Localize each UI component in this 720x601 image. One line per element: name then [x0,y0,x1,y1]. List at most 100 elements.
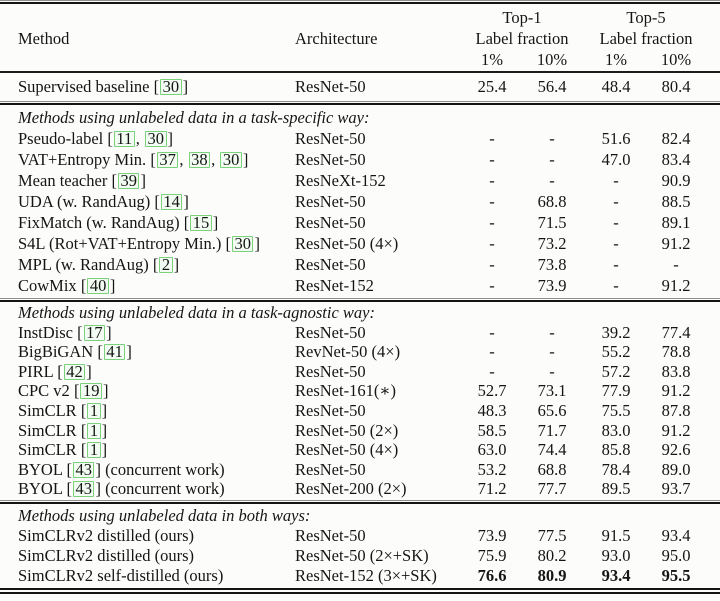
metric-value: - [549,361,555,381]
metric-value: - [549,129,555,148]
table-row: InstDisc [17] ResNet-50 - - 39.2 77.4 [0,323,720,343]
architecture-cell: ResNet-50 [295,525,366,545]
metric-value: 93.0 [601,545,631,565]
citation-link[interactable]: 39 [117,172,140,189]
citation-link[interactable]: 40 [87,277,109,294]
metric-value: - [613,276,619,295]
citation-link[interactable]: 38 [188,151,211,168]
metric-value: 73.2 [537,234,567,253]
table-header: Method Architecture Top-1 Label fraction… [0,4,720,71]
citation-link[interactable]: 30 [231,235,254,252]
method-cell: SimCLR [1] [18,420,108,440]
metric-value: 73.9 [477,525,507,545]
metric-value: - [613,234,619,253]
table-row: BYOL [43] (concurrent work) ResNet-200 (2… [0,479,720,499]
metric-value: 95.0 [661,545,691,565]
architecture-cell: ResNet-50 [295,77,366,96]
metric-value: 78.8 [661,342,691,362]
method-cell: S4L (Rot+VAT+Entropy Min.) [30] [18,234,260,253]
metric-value: 89.0 [661,459,691,479]
architecture-cell: ResNet-200 (2×) [295,479,407,499]
metric-value: 68.8 [537,459,567,479]
metric-value: 73.1 [537,381,567,401]
table-row: SimCLR [1] ResNet-50 (2×) 58.5 71.7 83.0 91.2 [0,421,720,441]
citation-link[interactable]: 37 [156,151,179,168]
table-row: BigBiGAN [41] RevNet-50 (4×) - - 55.2 78.8 [0,342,720,362]
metric-value: - [613,213,619,232]
architecture-cell: ResNet-50 [295,400,366,420]
metric-value: 57.2 [601,361,631,381]
metric-value: 58.5 [477,420,507,440]
metric-value: 89.1 [661,213,691,232]
section-task-agnostic: Methods using unlabeled data in a task-a… [0,302,720,500]
architecture-cell: ResNet-50 (4×) [295,234,399,253]
citation-link[interactable]: 43 [72,481,95,498]
metric-value: - [489,322,495,342]
metric-value: 82.4 [661,129,691,148]
metric-value: - [489,150,495,169]
metric-value: 85.8 [601,440,631,460]
method-cell: PIRL [42] [18,361,92,381]
citation-link[interactable]: 15 [190,214,212,231]
section-heading: Methods using unlabeled data in both way… [18,505,311,525]
table-row: UDA (w. RandAug) [14] ResNet-50 - 68.8 - 88.5 [0,191,720,212]
table-row: FixMatch (w. RandAug) [15] ResNet-50 - 71.5… [0,212,720,233]
architecture-cell: ResNeXt-152 [295,171,386,190]
metric-value: 71.2 [477,479,507,499]
metric-value: 78.4 [601,459,631,479]
metric-value: 80.2 [537,545,567,565]
metric-value: 77.7 [537,479,567,499]
table-row: VAT+Entropy Min. [37, 38, 30] ResNet-50 - -… [0,149,720,170]
metric-value: 90.9 [661,171,691,190]
method-cell: SimCLRv2 self-distilled (ours) [18,565,224,585]
metric-value: 73.8 [537,255,567,274]
architecture-cell: ResNet-50 [295,322,366,342]
citation-link[interactable]: 30 [160,78,182,95]
section-heading: Methods using unlabeled data in a task-a… [18,303,375,322]
architecture-cell: ResNet-50 [295,459,366,479]
citation-link[interactable]: 30 [220,151,242,168]
metric-value: 75.5 [601,400,631,420]
metric-value: 51.6 [601,129,631,148]
metric-value: 77.5 [537,525,567,545]
metric-value: 39.2 [601,322,631,342]
col-header-architecture: Architecture [295,29,378,48]
citation-link[interactable]: 42 [63,363,86,380]
method-cell: FixMatch (w. RandAug) [15] [18,213,219,232]
metric-value: 65.6 [537,400,567,420]
metric-value: - [613,171,619,190]
citation-link[interactable]: 2 [159,256,173,273]
section-both-ways: Methods using unlabeled data in both way… [0,504,720,588]
section-baseline: Supervised baseline [30] ResNet-50 25.4 56.… [0,73,720,101]
divider-rule [0,499,720,504]
bottom-rule [0,587,720,595]
citation-link[interactable]: 17 [83,324,106,341]
metric-value: 91.2 [661,420,691,440]
metric-value: - [549,150,555,169]
citation-link[interactable]: 41 [103,343,126,361]
citation-link[interactable]: 14 [160,193,183,210]
metric-value: 25.4 [477,77,507,96]
citation-link[interactable]: 11 [113,130,135,147]
col-group-top5-title: Top-5 [626,8,666,27]
metric-value: 48.4 [601,77,631,96]
citation-link[interactable]: 1 [87,422,101,439]
metric-value: 83.0 [601,420,631,440]
metric-value: 91.5 [601,525,631,545]
metric-value: 95.5 [661,565,691,585]
col-header-top1-10pct: 10% [536,50,568,69]
metric-value: - [489,192,495,211]
method-cell: Supervised baseline [30] [18,77,189,96]
citation-link[interactable]: 43 [72,461,95,478]
metric-value: 91.2 [661,276,691,295]
divider-rule [0,298,720,302]
citation-link[interactable]: 1 [87,402,101,419]
citation-link[interactable]: 19 [80,383,102,400]
top-rule [0,0,720,4]
metric-value: - [549,322,555,342]
method-cell: SimCLR [1] [18,400,108,420]
metric-value: 83.8 [661,361,691,381]
table-row: SimCLRv2 self-distilled (ours) ResNet-152… [0,566,720,586]
citation-link[interactable]: 30 [145,130,167,147]
citation-link[interactable]: 1 [87,441,101,459]
